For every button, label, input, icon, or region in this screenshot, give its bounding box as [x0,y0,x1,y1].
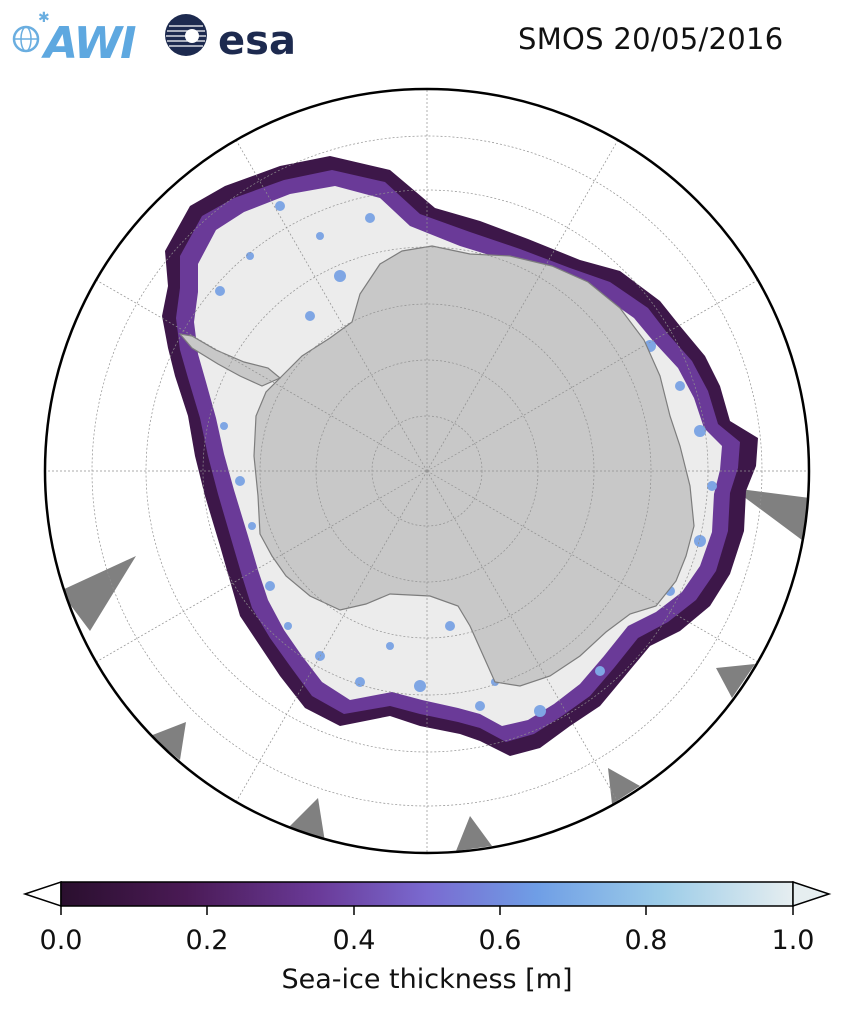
graticule [45,89,809,853]
colorbar-tick-0: 0.0 [39,925,83,956]
colorbar-label: Sea-ice thickness [m] [281,964,573,995]
colorbar [22,880,832,915]
colorbar-tick-1: 0.2 [185,925,229,956]
star-icon: ✱ [38,10,50,26]
awi-logo-text: AWI [41,18,136,66]
colorbar-extend-low [22,880,62,908]
colorbar-tick-3: 0.6 [478,925,522,956]
esa-logo: esa [165,14,296,64]
colorbar-tick-2: 0.4 [332,925,376,956]
colorbar-extend-high [792,880,832,908]
map-border [43,87,811,855]
polar-map [43,87,811,855]
colorbar-tick-4: 0.8 [624,925,668,956]
colorbar-tick-5: 1.0 [771,925,815,956]
colorbar-gradient [60,881,794,907]
antarctic-peninsula [178,333,282,387]
colorbar-ticks [60,906,794,915]
map-title: SMOS 20/05/2016 [518,22,784,56]
logos: ✱ AWI esa [12,10,296,66]
awi-logo: ✱ AWI [12,10,138,66]
esa-logo-text: esa [218,18,296,64]
no-data-wedges [60,488,809,851]
